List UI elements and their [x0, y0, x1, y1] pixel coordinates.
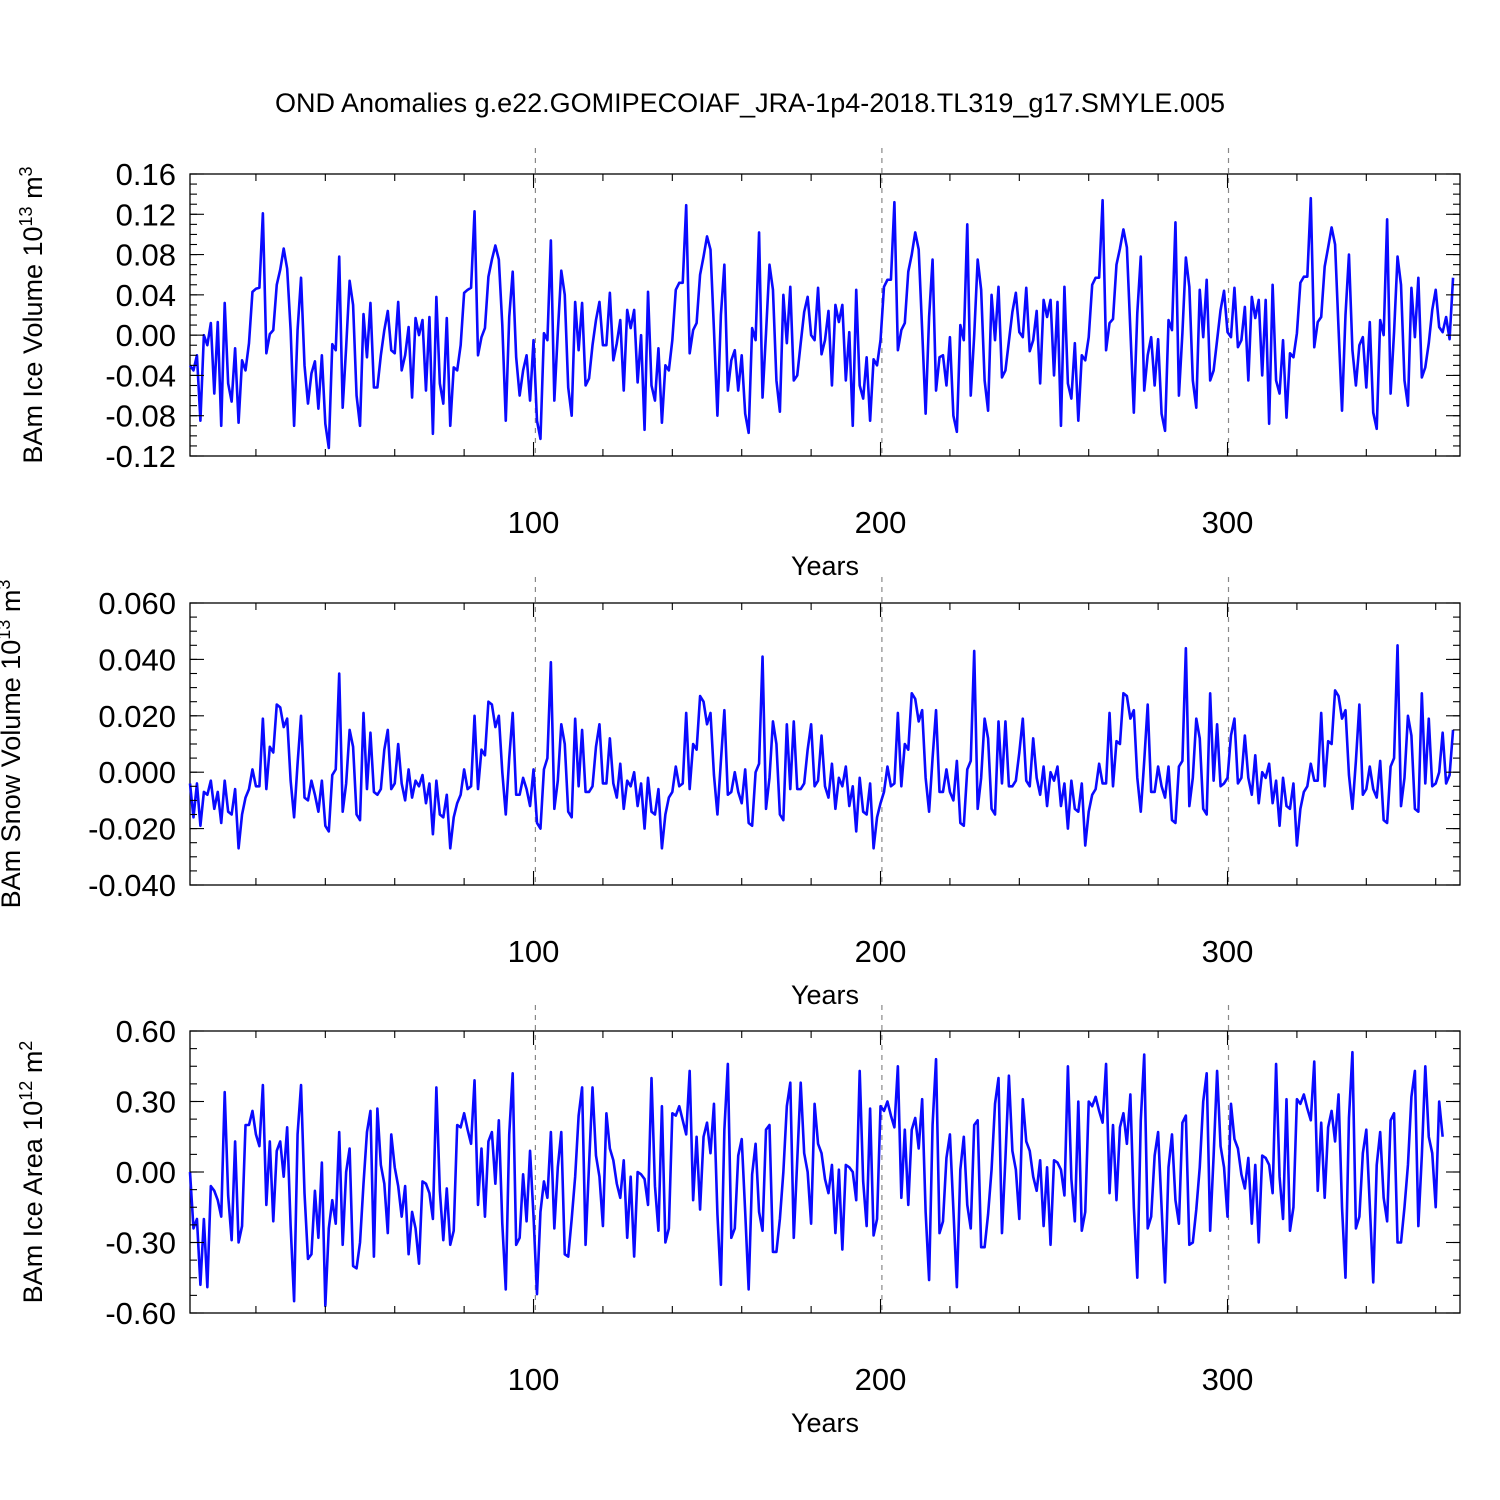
ice-area-y-tick-label: -0.60	[105, 1296, 176, 1331]
ice-volume-x-tick-label: 200	[855, 505, 907, 540]
snow-volume-y-tick-label: 0.020	[98, 699, 176, 734]
ice-area-y-tick-label: -0.30	[105, 1226, 176, 1261]
ice-volume-y-axis-title: BAm Ice Volume 1013 m3	[16, 166, 48, 463]
snow-volume-y-axis-title: BAm Snow Volume 1013 m3	[0, 580, 26, 909]
ice-volume-x-axis-title: Years	[791, 551, 859, 581]
ice-area-x-tick-label: 300	[1202, 1362, 1254, 1397]
ice-volume-panel: 100 200 300 -0.12 -0.08 -0.04 0.00 0.04 0.08 0.1…	[16, 148, 1461, 581]
snow-volume-y-tick-label: 0.000	[98, 755, 176, 790]
ice-area-y-tick-label: 0.00	[116, 1155, 176, 1190]
snow-volume-plot-frame	[189, 602, 1461, 886]
ice-area-y-tick-label: 0.30	[116, 1085, 176, 1120]
snow-volume-x-tick-label: 200	[855, 934, 907, 969]
ice-area-y-axis-title: BAm Ice Area 1012 m2	[16, 1041, 48, 1304]
ice-area-series-line	[188, 1050, 1444, 1308]
ice-volume-x-tick-label: 100	[508, 505, 560, 540]
ice-volume-y-tick-label: -0.08	[105, 399, 176, 434]
snow-volume-panel: 100 200 300 -0.040 -0.020 0.000 0.020 0.040 0.0…	[0, 577, 1461, 1010]
ice-volume-y-tick-label: 0.12	[116, 197, 176, 232]
ice-volume-y-tick-label: 0.00	[116, 318, 176, 353]
snow-volume-y-tick-label: 0.060	[98, 586, 176, 621]
ice-volume-y-tick-label: 0.04	[116, 278, 176, 313]
snow-volume-y-tick-label: -0.020	[88, 812, 176, 847]
snow-volume-x-tick-label: 300	[1202, 934, 1254, 969]
snow-volume-x-axis-title: Years	[791, 980, 859, 1010]
figure-title: OND Anomalies g.e22.GOMIPECOIAF_JRA-1p4-…	[275, 88, 1225, 118]
ice-area-x-axis-title: Years	[791, 1408, 859, 1438]
ice-volume-y-tick-label: 0.16	[116, 157, 176, 192]
snow-volume-y-tick-label: 0.040	[98, 642, 176, 677]
ice-volume-y-tick-label: 0.08	[116, 238, 176, 273]
ice-volume-y-tick-label: -0.04	[105, 358, 176, 393]
ice-volume-x-tick-label: 300	[1202, 505, 1254, 540]
ice-area-y-tick-label: 0.60	[116, 1014, 176, 1049]
snow-volume-x-tick-label: 100	[508, 934, 560, 969]
snow-volume-y-tick-label: -0.040	[88, 868, 176, 903]
ice-area-x-tick-label: 200	[855, 1362, 907, 1397]
ice-area-panel: 100 200 300 -0.60 -0.30 0.00 0.30 0.60 Years B…	[16, 1005, 1461, 1438]
ice-volume-y-tick-label: -0.12	[105, 439, 176, 474]
ice-volume-series-line	[188, 196, 1455, 450]
ice-area-x-tick-label: 100	[508, 1362, 560, 1397]
snow-volume-series-line	[188, 644, 1455, 850]
